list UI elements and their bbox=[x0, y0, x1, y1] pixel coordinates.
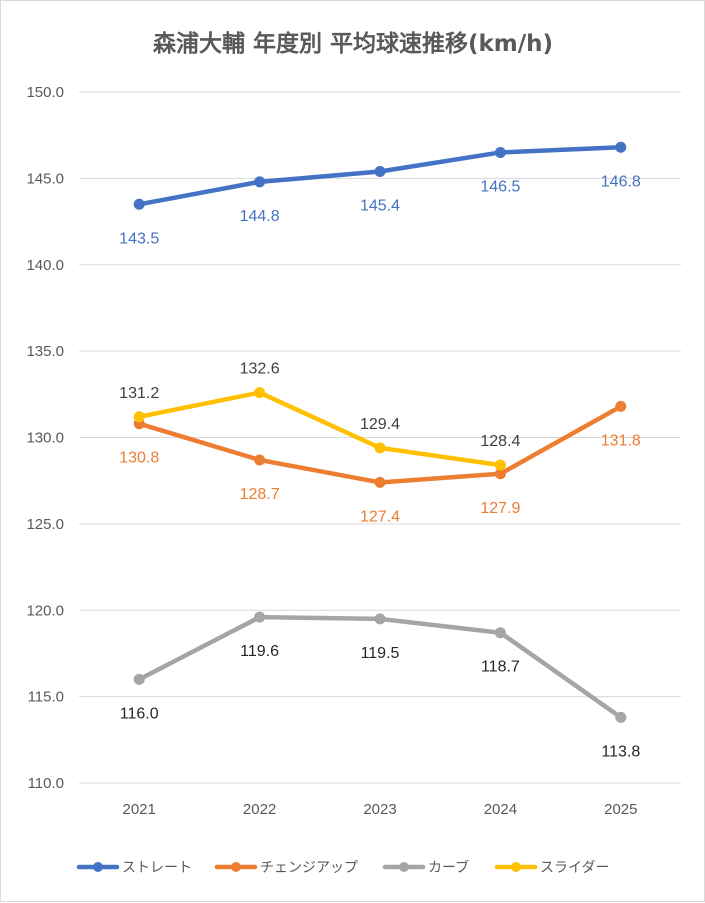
data-label: 145.4 bbox=[360, 197, 400, 214]
x-tick-label: 2022 bbox=[243, 801, 276, 818]
data-point bbox=[494, 459, 506, 471]
y-tick-label: 145.0 bbox=[26, 170, 64, 187]
data-point bbox=[494, 468, 506, 480]
legend-item: スライダー bbox=[494, 860, 609, 876]
legend-label: スライダー bbox=[540, 860, 609, 876]
series-3: 116.0 119.6 119.5 118.7 113.8 bbox=[120, 611, 640, 760]
series-line bbox=[136, 614, 624, 720]
y-tick-label: 125.0 bbox=[26, 516, 64, 533]
data-point bbox=[374, 442, 386, 454]
series-line bbox=[136, 390, 503, 468]
data-label: 146.5 bbox=[480, 178, 520, 195]
x-tick-label: 2023 bbox=[363, 801, 396, 818]
data-label: 118.7 bbox=[481, 659, 520, 676]
chart-title: 森浦大輔 年度別 平均球速推移(km/h) bbox=[153, 30, 553, 57]
y-tick-label: 140.0 bbox=[26, 257, 64, 274]
legend-marker bbox=[231, 862, 241, 872]
data-label: 144.8 bbox=[240, 208, 280, 225]
data-label: 130.8 bbox=[119, 450, 159, 467]
data-label: 131.8 bbox=[601, 432, 641, 449]
data-label: 132.6 bbox=[240, 361, 280, 378]
y-tick-label: 150.0 bbox=[26, 84, 64, 101]
data-label: 127.9 bbox=[480, 500, 520, 517]
data-point bbox=[494, 627, 506, 639]
data-point bbox=[133, 673, 145, 685]
y-tick-label: 135.0 bbox=[26, 343, 64, 360]
data-label: 146.8 bbox=[601, 173, 641, 190]
series-2: 130.8 128.7 127.4 127.9 131.8 bbox=[119, 400, 641, 525]
legend-label: チェンジアップ bbox=[260, 860, 358, 876]
legend-label: カーブ bbox=[428, 859, 469, 876]
gridlines bbox=[79, 91, 681, 784]
data-label: 119.6 bbox=[240, 643, 279, 660]
data-point bbox=[374, 613, 386, 625]
y-tick-label: 110.0 bbox=[28, 775, 64, 792]
data-point bbox=[133, 411, 145, 423]
legend-marker bbox=[511, 862, 521, 872]
legend-item: チェンジアップ bbox=[214, 860, 358, 876]
data-point bbox=[494, 146, 506, 158]
data-label: 131.2 bbox=[119, 385, 159, 402]
data-point bbox=[254, 387, 266, 399]
data-label: 129.4 bbox=[360, 416, 400, 433]
legend-marker bbox=[399, 862, 409, 872]
data-point bbox=[254, 611, 266, 623]
x-axis: 2021 2022 2023 2024 2025 bbox=[123, 801, 638, 818]
data-point bbox=[254, 176, 266, 188]
legend-item: カーブ bbox=[382, 859, 469, 876]
data-label: 128.7 bbox=[240, 486, 280, 503]
data-label: 119.5 bbox=[361, 645, 400, 662]
y-tick-label: 115.0 bbox=[28, 689, 64, 706]
legend-marker bbox=[93, 862, 103, 872]
y-tick-label: 120.0 bbox=[26, 602, 64, 619]
data-point bbox=[133, 198, 145, 210]
data-point bbox=[374, 165, 386, 177]
data-label: 128.4 bbox=[480, 433, 520, 450]
data-point bbox=[615, 400, 627, 412]
legend: ストレート チェンジアップ カーブ スライダー bbox=[76, 859, 609, 876]
data-label: 116.0 bbox=[120, 705, 159, 722]
data-label: 113.8 bbox=[601, 743, 640, 760]
x-tick-label: 2025 bbox=[604, 801, 637, 818]
series-1: 143.5 144.8 145.4 146.5 146.8 bbox=[119, 141, 641, 247]
data-point bbox=[254, 454, 266, 466]
y-axis: 110.0 115.0 120.0 125.0 130.0 135.0 140.0 145.0… bbox=[26, 84, 64, 792]
series-4: 131.2 132.6 129.4 128.4 bbox=[119, 361, 521, 471]
data-label: 143.5 bbox=[119, 230, 159, 247]
data-point bbox=[615, 141, 627, 153]
x-tick-label: 2024 bbox=[484, 801, 517, 818]
y-tick-label: 130.0 bbox=[26, 430, 64, 447]
data-point bbox=[374, 476, 386, 488]
x-tick-label: 2021 bbox=[123, 801, 156, 818]
data-point bbox=[615, 711, 627, 723]
legend-label: ストレート bbox=[122, 860, 192, 876]
data-label: 127.4 bbox=[360, 508, 400, 525]
series-group: 143.5 144.8 145.4 146.5 146.8 130.8 128.7 127.4… bbox=[119, 141, 641, 760]
legend-item: ストレート bbox=[76, 860, 192, 876]
